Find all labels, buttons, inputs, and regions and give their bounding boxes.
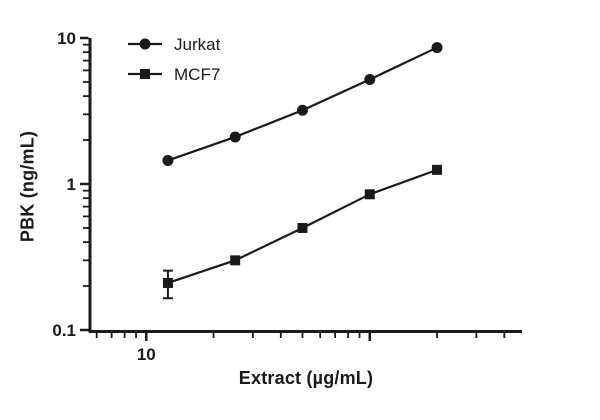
y-tick-label: 0.1 [52,321,76,340]
data-point-mcf7 [162,277,173,288]
y-tick-label: 10 [57,29,76,48]
legend-label-jurkat: Jurkat [174,35,221,54]
data-point-mcf7 [297,222,308,233]
data-point-jurkat [431,42,443,54]
data-point-mcf7 [432,164,443,175]
data-point-jurkat [296,104,308,116]
data-point-jurkat [364,73,376,85]
data-point-mcf7 [364,189,375,200]
legend-label-mcf7: MCF7 [174,65,220,84]
data-point-jurkat [229,131,241,143]
y-axis-title: PBK (ng/mL) [17,130,38,243]
x-axis-title: Extract (µg/mL) [238,368,374,388]
legend-marker-square [140,69,150,79]
data-point-jurkat [162,154,174,166]
data-point-mcf7 [230,255,241,266]
y-tick-label: 1 [67,175,76,194]
legend-marker-circle [139,38,151,50]
x-tick-label: 10 [137,345,156,364]
